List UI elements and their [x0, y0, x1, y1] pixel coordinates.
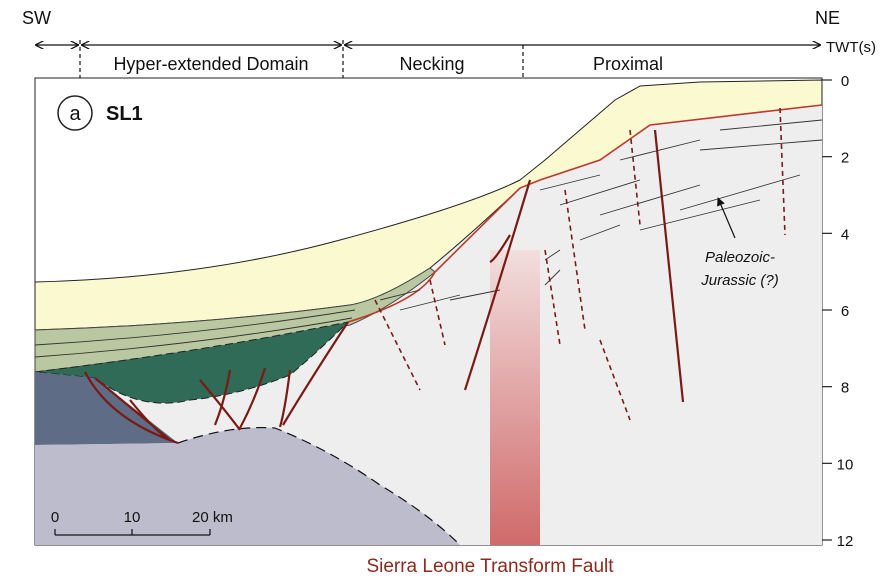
tick-label: 6	[841, 303, 849, 320]
panel-letter: a	[69, 103, 81, 125]
tick-label: 4	[841, 226, 849, 243]
tick-label: 2	[841, 150, 849, 167]
tick-label: 12	[837, 533, 854, 550]
scale-label: 10	[124, 509, 141, 526]
panel-name: SL1	[106, 103, 143, 125]
domain-label: Necking	[399, 54, 464, 74]
tick-label: 0	[841, 73, 849, 90]
domain-arrows	[36, 40, 820, 78]
tick-label: 10	[837, 456, 854, 473]
scale-label: 0	[51, 509, 59, 526]
scale-bar	[54, 529, 211, 536]
ne-label: NE	[815, 8, 840, 28]
annotation: Paleozoic-	[705, 249, 775, 266]
domain-label: Proximal	[593, 54, 663, 74]
scale-label: 20 km	[192, 509, 233, 526]
annotation-arrow	[717, 197, 736, 239]
caption: Sierra Leone Transform Fault	[366, 556, 614, 577]
axis-label: TWT(s)	[826, 39, 876, 56]
panel-circle	[57, 95, 93, 131]
sw-label: SW	[22, 8, 51, 28]
annotation: Jurassic (?)	[700, 272, 779, 289]
section	[34, 77, 823, 546]
domain-label: Hyper-extended Domain	[113, 54, 308, 74]
tick-label: 8	[841, 380, 849, 397]
